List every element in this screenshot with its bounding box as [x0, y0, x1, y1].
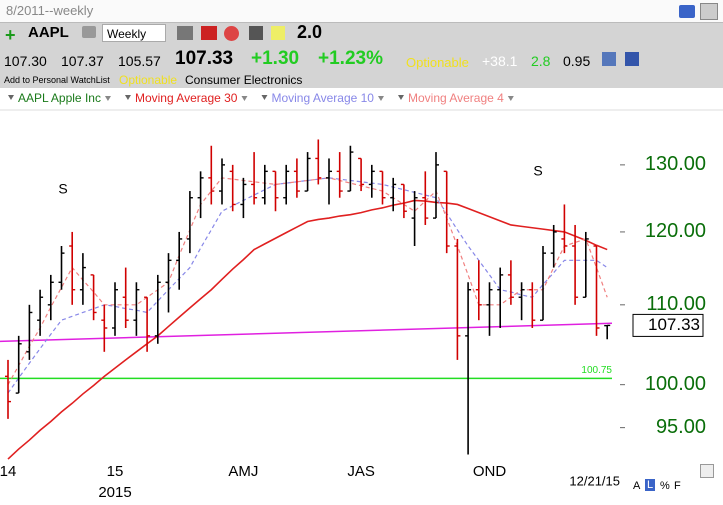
legend-marker: [261, 95, 268, 100]
moving-average: [7, 199, 608, 460]
trendline: [0, 322, 613, 343]
stat-3: 0.95: [563, 53, 591, 69]
db-icon[interactable]: [602, 52, 616, 66]
title-bar: [0, 0, 723, 23]
zoom: 2.0: [297, 22, 323, 42]
open: 107.30: [4, 53, 47, 69]
y-tick-label: 95.00: [656, 416, 706, 438]
close-button[interactable]: [700, 3, 718, 20]
legend-dropdown: [104, 96, 111, 101]
add-button[interactable]: +: [5, 25, 16, 45]
x-tick-label: OND: [473, 463, 507, 480]
x-tick-label: 14: [0, 463, 16, 480]
legend-marker: [8, 95, 14, 100]
save-icon[interactable]: [625, 52, 639, 66]
mode-a[interactable]: A: [633, 480, 641, 492]
x-tick-label: JAS: [347, 463, 375, 480]
support-label: 100.75: [581, 365, 612, 376]
y-tick-label: 120.00: [645, 220, 706, 242]
calc-icon[interactable]: [249, 26, 263, 40]
annotation: S: [533, 163, 542, 179]
high: 107.37: [61, 53, 104, 69]
optionable-2: Optionable: [119, 73, 178, 87]
mode-pct[interactable]: %: [660, 480, 670, 492]
annotation: S: [58, 181, 67, 197]
last-price-box: [632, 313, 704, 337]
header: 8/2011--weekly + AAPL Weekly 2.0 107.30 …: [0, 0, 723, 88]
symbol[interactable]: AAPL: [28, 24, 69, 41]
mode-l[interactable]: L: [645, 479, 656, 491]
legend-dropdown: [507, 96, 514, 101]
x-year-label: 2015: [98, 484, 131, 501]
mode-f[interactable]: F: [674, 480, 681, 492]
menu-button[interactable]: [679, 5, 695, 18]
last: 107.33: [175, 48, 234, 69]
moving-average: [7, 177, 608, 394]
change-pct: +1.23%: [318, 48, 383, 69]
change: +1.30: [251, 48, 300, 69]
optionable: Optionable: [406, 55, 469, 70]
legend-entry: Moving Average 30: [135, 91, 238, 105]
legend-marker: [124, 95, 131, 100]
legend-marker: [397, 95, 404, 100]
alarm-icon[interactable]: [224, 26, 239, 41]
chart: AAPL Apple Inc Moving Average 30 Moving Av…: [0, 91, 723, 501]
legend-entry: AAPL Apple Inc: [18, 91, 101, 105]
y-tick-label: 100.00: [645, 373, 706, 395]
moving-average: [7, 177, 608, 385]
legend-entry: Moving Average 4: [408, 91, 504, 105]
legend-entry: Moving Average 10: [271, 91, 374, 105]
industry: Consumer Electronics: [185, 73, 303, 87]
x-date-label: 12/21/15: [569, 473, 620, 488]
tools-icon[interactable]: [177, 26, 193, 40]
x-tick-label: AMJ: [228, 463, 258, 480]
indicator-icon[interactable]: [201, 26, 217, 40]
print-icon[interactable]: [82, 26, 96, 38]
x-tick-label: 15: [107, 463, 124, 480]
stat-1: +38.1: [482, 53, 518, 69]
y-tick-label: 110.00: [646, 293, 706, 315]
last-price: 107.33: [648, 315, 700, 334]
note-icon[interactable]: [271, 26, 285, 40]
low: 105.57: [118, 53, 161, 69]
draw-tool[interactable]: [700, 464, 714, 478]
stat-2: 2.8: [531, 53, 551, 69]
legend-dropdown: [241, 96, 248, 101]
period: 8/2011--weekly: [6, 3, 94, 18]
interval-dropdown[interactable]: Weekly: [102, 24, 166, 42]
legend-dropdown: [377, 96, 384, 101]
y-tick-label: 130.00: [645, 153, 706, 175]
watchlist-link[interactable]: Add to Personal WatchList: [4, 75, 110, 85]
